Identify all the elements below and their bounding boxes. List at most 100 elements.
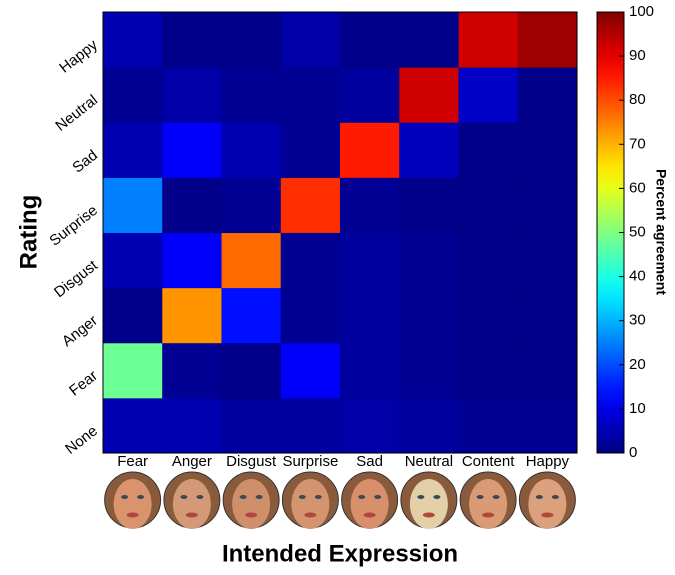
mouth bbox=[541, 512, 554, 518]
heatmap-cell bbox=[221, 11, 282, 68]
face-skin bbox=[409, 479, 448, 529]
colorbar-tick-label: 60 bbox=[629, 179, 646, 196]
heatmap-cell bbox=[339, 66, 400, 123]
y-tick-label: Anger bbox=[59, 312, 101, 350]
heatmap-cell bbox=[517, 287, 578, 344]
eye bbox=[137, 495, 145, 499]
face-icon bbox=[104, 471, 162, 529]
eye bbox=[476, 495, 484, 499]
heatmap-cell bbox=[399, 177, 460, 234]
x-axis-title: Intended Expression bbox=[222, 540, 458, 567]
colorbar-tick-label: 100 bbox=[629, 3, 654, 20]
heatmap-cell bbox=[399, 122, 460, 179]
eye bbox=[417, 495, 425, 499]
heatmap-cell bbox=[458, 232, 519, 289]
eye bbox=[196, 495, 204, 499]
face-skin bbox=[528, 479, 567, 529]
mouth bbox=[422, 512, 435, 518]
y-tick-label: Neutral bbox=[52, 92, 101, 135]
heatmap-cell bbox=[162, 397, 223, 454]
heatmap-cell bbox=[102, 177, 163, 234]
heatmap-cell bbox=[162, 342, 223, 399]
heatmap-cell bbox=[517, 177, 578, 234]
heatmap-cell bbox=[458, 397, 519, 454]
y-tick-label: Surprise bbox=[46, 202, 100, 250]
face-skin bbox=[291, 479, 330, 529]
heatmap-cell bbox=[102, 397, 163, 454]
heatmap-cell bbox=[280, 122, 341, 179]
face-icon bbox=[400, 471, 458, 529]
x-tick-label: Neutral bbox=[405, 453, 453, 470]
eye bbox=[121, 495, 129, 499]
heatmap-cell bbox=[162, 66, 223, 123]
eye bbox=[298, 495, 306, 499]
heatmap-cell bbox=[399, 342, 460, 399]
heatmap-cell bbox=[221, 397, 282, 454]
heatmap-cell bbox=[162, 287, 223, 344]
x-tick-label: Fear bbox=[117, 453, 148, 470]
y-tick-label: Sad bbox=[69, 147, 101, 177]
heatmap-cell bbox=[517, 122, 578, 179]
heatmap-cell bbox=[221, 342, 282, 399]
mouth bbox=[185, 512, 198, 518]
colorbar-tick-label: 20 bbox=[629, 356, 646, 373]
face-icon bbox=[222, 471, 280, 529]
face-icon bbox=[281, 471, 339, 529]
eye bbox=[314, 495, 322, 499]
eye bbox=[255, 495, 263, 499]
heatmap-cell bbox=[280, 287, 341, 344]
heatmap-cell bbox=[102, 122, 163, 179]
eye bbox=[239, 495, 247, 499]
heatmap-cell bbox=[458, 66, 519, 123]
heatmap-cell bbox=[517, 397, 578, 454]
y-tick-label: Fear bbox=[66, 367, 101, 399]
heatmap-cell bbox=[162, 232, 223, 289]
heatmap-cell bbox=[102, 287, 163, 344]
colorbar-tick-label: 30 bbox=[629, 312, 646, 329]
eye bbox=[492, 495, 500, 499]
colorbar-title: Percent agreement bbox=[653, 169, 669, 295]
face-icon bbox=[459, 471, 517, 529]
y-axis-title: Rating bbox=[15, 195, 42, 270]
heatmap-cell bbox=[221, 232, 282, 289]
x-tick-label: Disgust bbox=[226, 453, 277, 470]
colorbar-tick-label: 90 bbox=[629, 47, 646, 64]
mouth bbox=[126, 512, 139, 518]
x-tick-label: Surprise bbox=[282, 453, 338, 470]
heatmap-cell bbox=[399, 287, 460, 344]
heatmap-cell bbox=[458, 177, 519, 234]
mouth bbox=[245, 512, 258, 518]
heatmap-cell bbox=[221, 66, 282, 123]
y-tick-label: Happy bbox=[56, 36, 101, 76]
heatmap-cell bbox=[458, 287, 519, 344]
mouth bbox=[482, 512, 495, 518]
heatmap-cell bbox=[339, 122, 400, 179]
eye bbox=[551, 495, 559, 499]
heatmap-cell bbox=[221, 122, 282, 179]
heatmap-cell bbox=[517, 66, 578, 123]
plot-frame bbox=[102, 11, 578, 454]
face-skin bbox=[350, 479, 389, 529]
heatmap-cell bbox=[517, 232, 578, 289]
heatmap-cell bbox=[399, 11, 460, 68]
x-tick-label: Content bbox=[462, 453, 515, 470]
x-tick-label: Sad bbox=[356, 453, 383, 470]
heatmap-cell bbox=[102, 342, 163, 399]
heatmap-cell bbox=[399, 66, 460, 123]
colorbar-tick-label: 50 bbox=[629, 223, 646, 240]
heatmap-cell bbox=[517, 11, 578, 68]
heatmap-cell bbox=[399, 232, 460, 289]
face-skin bbox=[232, 479, 271, 529]
heatmap-cell bbox=[280, 11, 341, 68]
face-icon bbox=[341, 471, 399, 529]
heatmap-cell bbox=[162, 11, 223, 68]
mouth bbox=[304, 512, 317, 518]
eye bbox=[433, 495, 441, 499]
x-tick-label: Happy bbox=[526, 453, 570, 470]
heatmap-cell bbox=[339, 177, 400, 234]
y-tick-label: None bbox=[62, 422, 101, 457]
heatmap-cell bbox=[162, 177, 223, 234]
heatmap-cell bbox=[339, 11, 400, 68]
eye bbox=[374, 495, 382, 499]
mouth bbox=[363, 512, 376, 518]
